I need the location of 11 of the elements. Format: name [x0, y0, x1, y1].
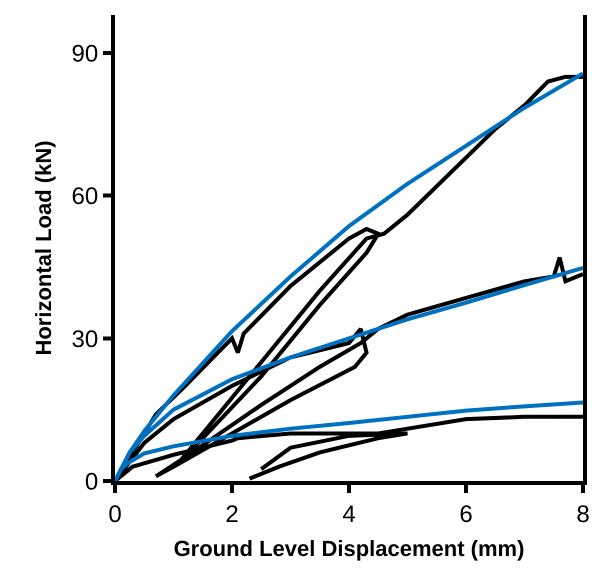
y-tick-label: 60: [71, 183, 98, 210]
x-tick-label: 8: [576, 500, 590, 528]
y-axis-title: Horizontal Load (kN): [30, 140, 56, 356]
y-tick-label: 90: [71, 40, 98, 68]
x-axis-title: Ground Level Displacement (mm): [174, 536, 524, 562]
y-tick-label: 0: [84, 468, 98, 496]
x-tick-label: 6: [459, 500, 473, 528]
y-tick-label: 30: [71, 326, 98, 353]
x-tick-label: 2: [225, 500, 239, 528]
x-tick-label: 0: [108, 500, 122, 528]
x-tick-label: 4: [342, 500, 356, 528]
